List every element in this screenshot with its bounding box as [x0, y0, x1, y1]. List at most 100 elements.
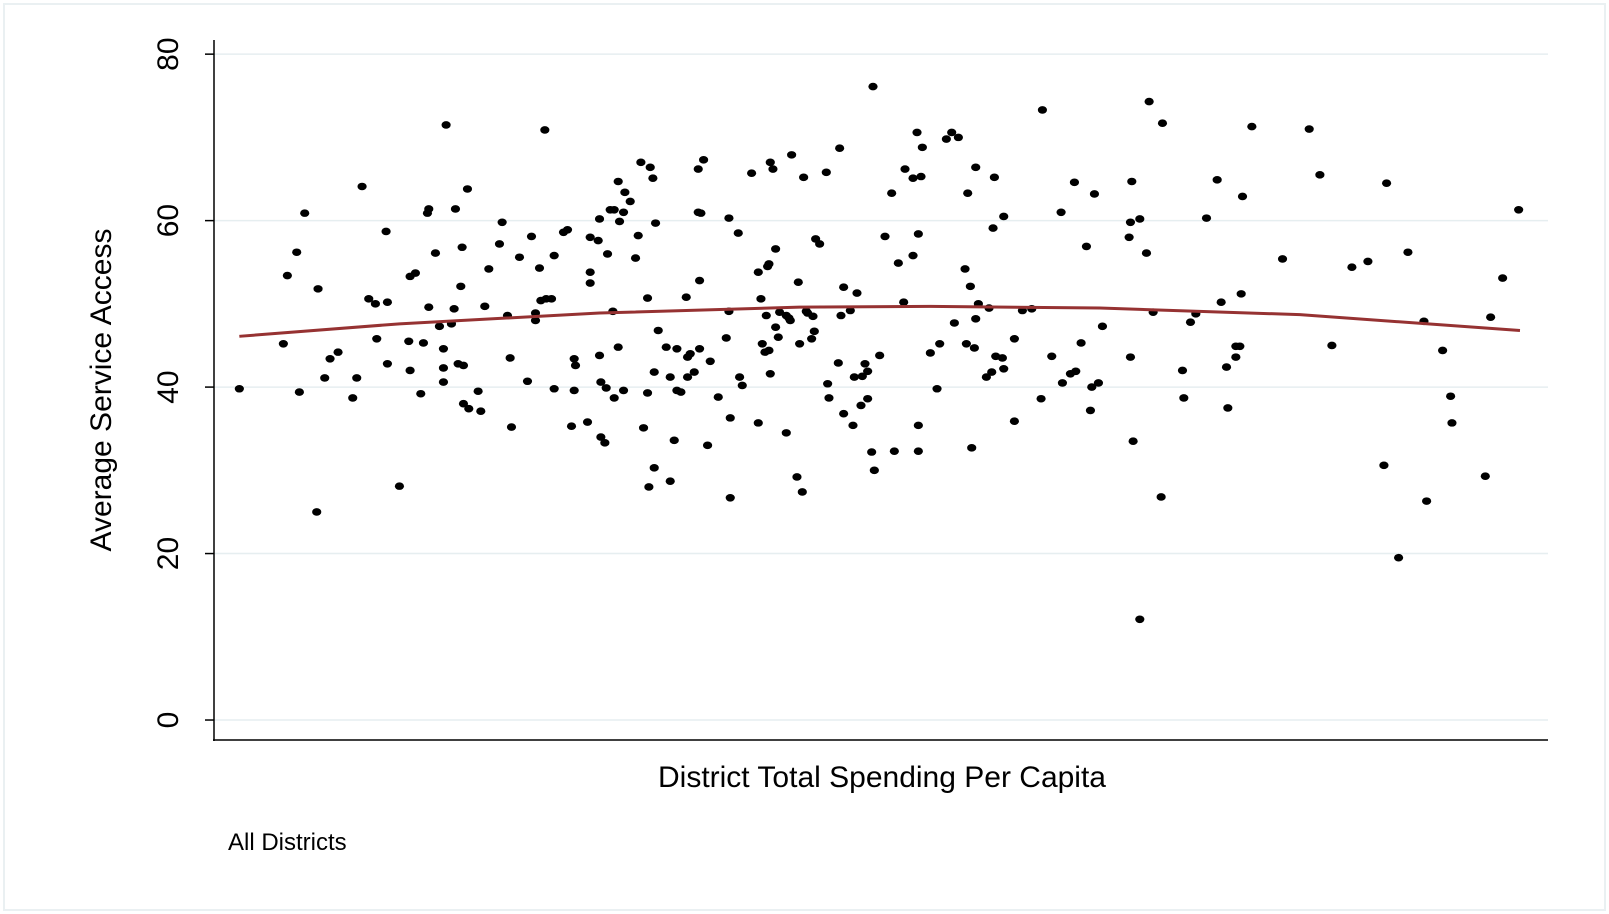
point: [669, 436, 679, 445]
point: [464, 404, 474, 413]
point: [596, 433, 606, 441]
point: [860, 359, 870, 368]
point: [570, 361, 581, 370]
point: [737, 381, 747, 390]
point: [234, 384, 244, 393]
y-tick-label: 20: [152, 537, 185, 570]
point: [1393, 553, 1404, 562]
point: [1185, 318, 1196, 326]
point: [333, 348, 343, 356]
point: [839, 283, 849, 292]
point: [1128, 437, 1138, 445]
point: [988, 224, 998, 232]
point: [932, 384, 942, 393]
point: [1057, 379, 1068, 387]
point: [852, 289, 862, 297]
point: [593, 236, 603, 245]
point: [764, 346, 774, 355]
point: [441, 121, 451, 129]
point: [430, 249, 441, 257]
point: [734, 373, 745, 381]
fit: [239, 304, 1521, 338]
point: [1247, 122, 1257, 131]
point: [953, 133, 963, 142]
point: [967, 444, 977, 452]
point: [562, 225, 573, 234]
point: [665, 373, 675, 381]
point: [868, 82, 878, 91]
point: [618, 386, 629, 395]
point: [925, 349, 935, 357]
y-tick-label: 40: [152, 370, 185, 403]
point: [405, 366, 415, 375]
point: [773, 333, 783, 341]
point: [1446, 392, 1456, 401]
y-tick-label: 80: [152, 37, 185, 70]
point: [908, 251, 918, 260]
point: [835, 144, 845, 153]
point: [941, 135, 951, 143]
point: [644, 483, 654, 491]
point: [372, 335, 382, 343]
point: [971, 315, 981, 323]
point: [594, 351, 605, 360]
point: [320, 374, 330, 382]
point: [1125, 218, 1136, 227]
point: [530, 316, 541, 325]
point: [771, 245, 781, 253]
point: [1447, 419, 1457, 427]
point: [698, 156, 709, 164]
point: [1223, 404, 1233, 412]
point: [724, 214, 734, 222]
chart-frame: [3, 3, 1606, 911]
point: [1379, 461, 1389, 470]
y-tick-label: 60: [152, 204, 185, 237]
point: [418, 339, 429, 347]
point: [438, 378, 449, 386]
point: [601, 384, 611, 392]
point: [1093, 379, 1104, 387]
point: [1071, 367, 1081, 376]
point: [540, 126, 550, 134]
point: [839, 409, 849, 418]
point: [1089, 190, 1100, 198]
point: [823, 379, 833, 388]
point: [313, 285, 323, 293]
point: [1177, 366, 1188, 375]
point: [300, 209, 310, 217]
point: [856, 401, 866, 410]
point: [618, 208, 629, 217]
point: [665, 477, 675, 485]
point: [424, 205, 434, 213]
point: [753, 268, 763, 277]
point: [694, 344, 705, 353]
point: [705, 357, 715, 366]
point: [456, 282, 466, 291]
point: [1156, 493, 1166, 501]
point: [1087, 383, 1097, 391]
point: [494, 240, 505, 248]
point: [1212, 176, 1222, 184]
point: [753, 419, 763, 427]
point: [438, 364, 449, 372]
point: [869, 466, 879, 475]
point: [594, 215, 605, 223]
point: [382, 359, 393, 368]
point: [596, 378, 606, 386]
point: [649, 368, 659, 376]
point: [682, 373, 693, 381]
point: [761, 311, 771, 320]
point: [721, 334, 731, 342]
point: [693, 165, 703, 173]
point: [681, 293, 691, 301]
point: [534, 264, 545, 272]
point: [292, 248, 302, 257]
point: [648, 174, 658, 182]
point: [549, 384, 559, 393]
point: [457, 243, 467, 252]
point: [1076, 339, 1086, 347]
point: [1403, 248, 1413, 257]
point: [889, 447, 899, 455]
point: [702, 441, 713, 450]
point: [650, 219, 661, 227]
